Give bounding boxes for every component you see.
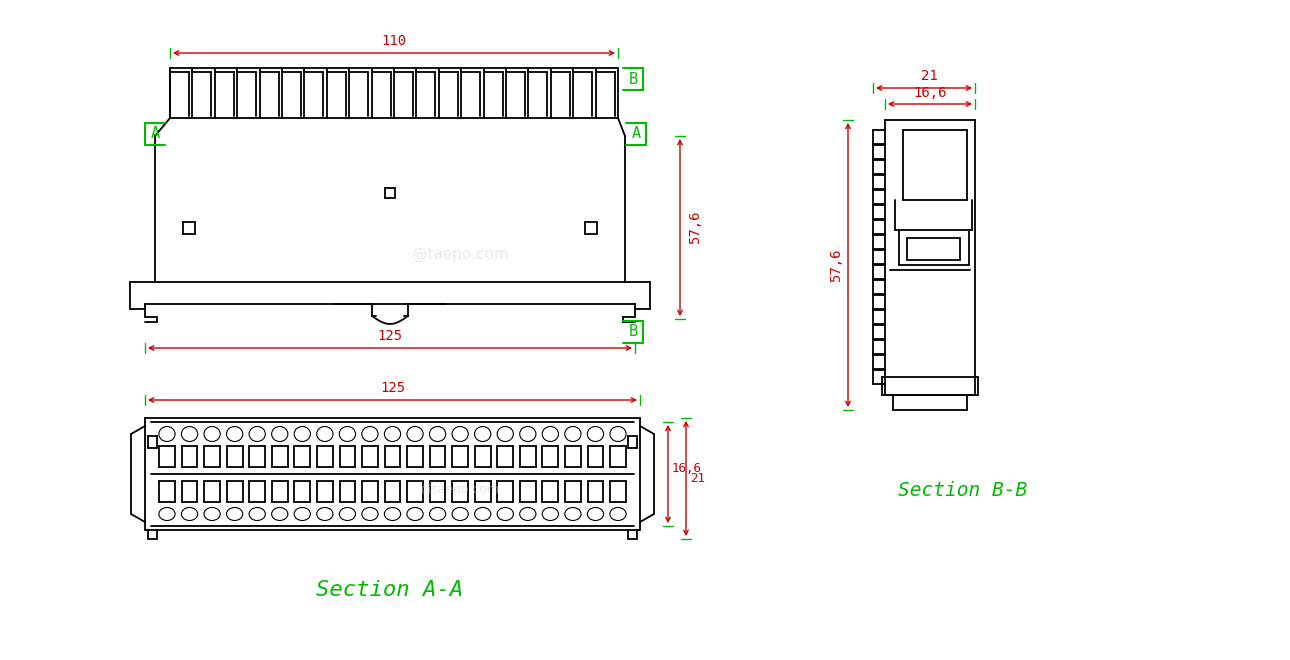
Text: 57,6: 57,6 bbox=[829, 248, 842, 282]
Text: @taepo.com: @taepo.com bbox=[412, 248, 508, 263]
Text: 110: 110 bbox=[382, 34, 406, 48]
Text: 21: 21 bbox=[690, 473, 706, 486]
Text: 21: 21 bbox=[921, 69, 938, 83]
Text: B: B bbox=[628, 71, 637, 86]
Text: 125: 125 bbox=[381, 381, 405, 395]
Text: Section B-B: Section B-B bbox=[898, 480, 1027, 500]
Text: @taepo.com: @taepo.com bbox=[421, 484, 499, 496]
Text: 16,6: 16,6 bbox=[672, 463, 702, 475]
Text: A: A bbox=[151, 127, 160, 141]
Text: 125: 125 bbox=[378, 329, 402, 343]
Text: A: A bbox=[631, 127, 641, 141]
Text: 57,6: 57,6 bbox=[688, 211, 702, 244]
Text: Section A-A: Section A-A bbox=[316, 580, 463, 600]
Text: 16,6: 16,6 bbox=[913, 86, 947, 100]
Text: B: B bbox=[628, 325, 637, 339]
